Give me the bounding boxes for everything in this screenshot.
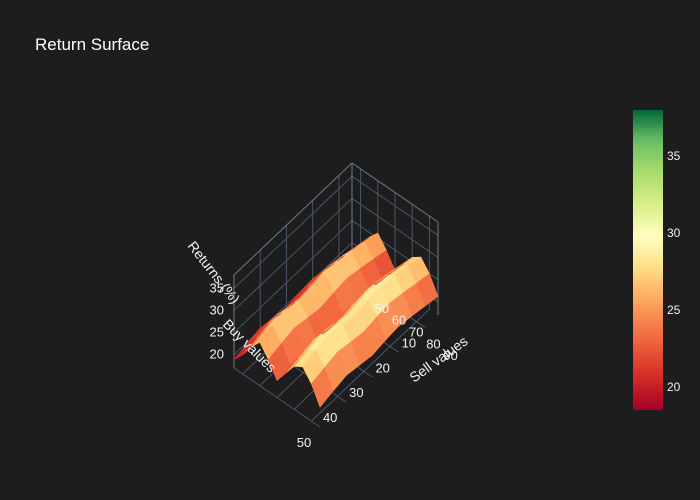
- x-tick-label: 50: [297, 435, 311, 450]
- colorbar: 20 25 30 35: [633, 110, 681, 410]
- surface-layer[interactable]: [233, 232, 439, 408]
- colorbar-tick-label: 35: [667, 149, 681, 163]
- colorbar-ticks: 20 25 30 35: [667, 149, 681, 394]
- wall-grid-line: [233, 198, 353, 311]
- x-tick-label: 20: [375, 360, 389, 375]
- top-spine: [351, 162, 439, 223]
- wall-grid-line: [351, 198, 439, 258]
- wall-grid-line: [351, 175, 439, 236]
- chart-title: Return Surface: [35, 35, 149, 54]
- wall-grid-line: [233, 175, 353, 289]
- colorbar-tick-label: 25: [667, 303, 681, 317]
- colorbar-tick-label: 30: [667, 226, 681, 240]
- x-tick-label: 10: [402, 335, 416, 350]
- surface-patch[interactable]: [311, 367, 334, 408]
- z-tick-label: 20: [210, 347, 224, 362]
- wall-grid-line: [233, 220, 353, 333]
- colorbar-gradient: [633, 110, 663, 410]
- top-spine: [233, 162, 353, 276]
- z-tick-label: 30: [210, 302, 224, 317]
- floor-grid-line: [311, 308, 430, 422]
- y-tick-label: 60: [392, 313, 406, 328]
- y-tick-label: 90: [443, 348, 457, 363]
- z-tick-label: 35: [210, 280, 224, 295]
- z-tick-label: 25: [210, 325, 224, 340]
- surface-patch[interactable]: [233, 338, 256, 360]
- y-tick-label: 50: [375, 301, 389, 316]
- colorbar-tick-label: 20: [667, 380, 681, 394]
- y-tick-label: 70: [409, 325, 423, 340]
- z-axis-title: Returns (%): [185, 238, 244, 307]
- x-tick-label: 30: [349, 385, 363, 400]
- y-tick-label: 80: [426, 336, 440, 351]
- x-tick-label: 40: [323, 410, 337, 425]
- surface-patch[interactable]: [276, 356, 299, 381]
